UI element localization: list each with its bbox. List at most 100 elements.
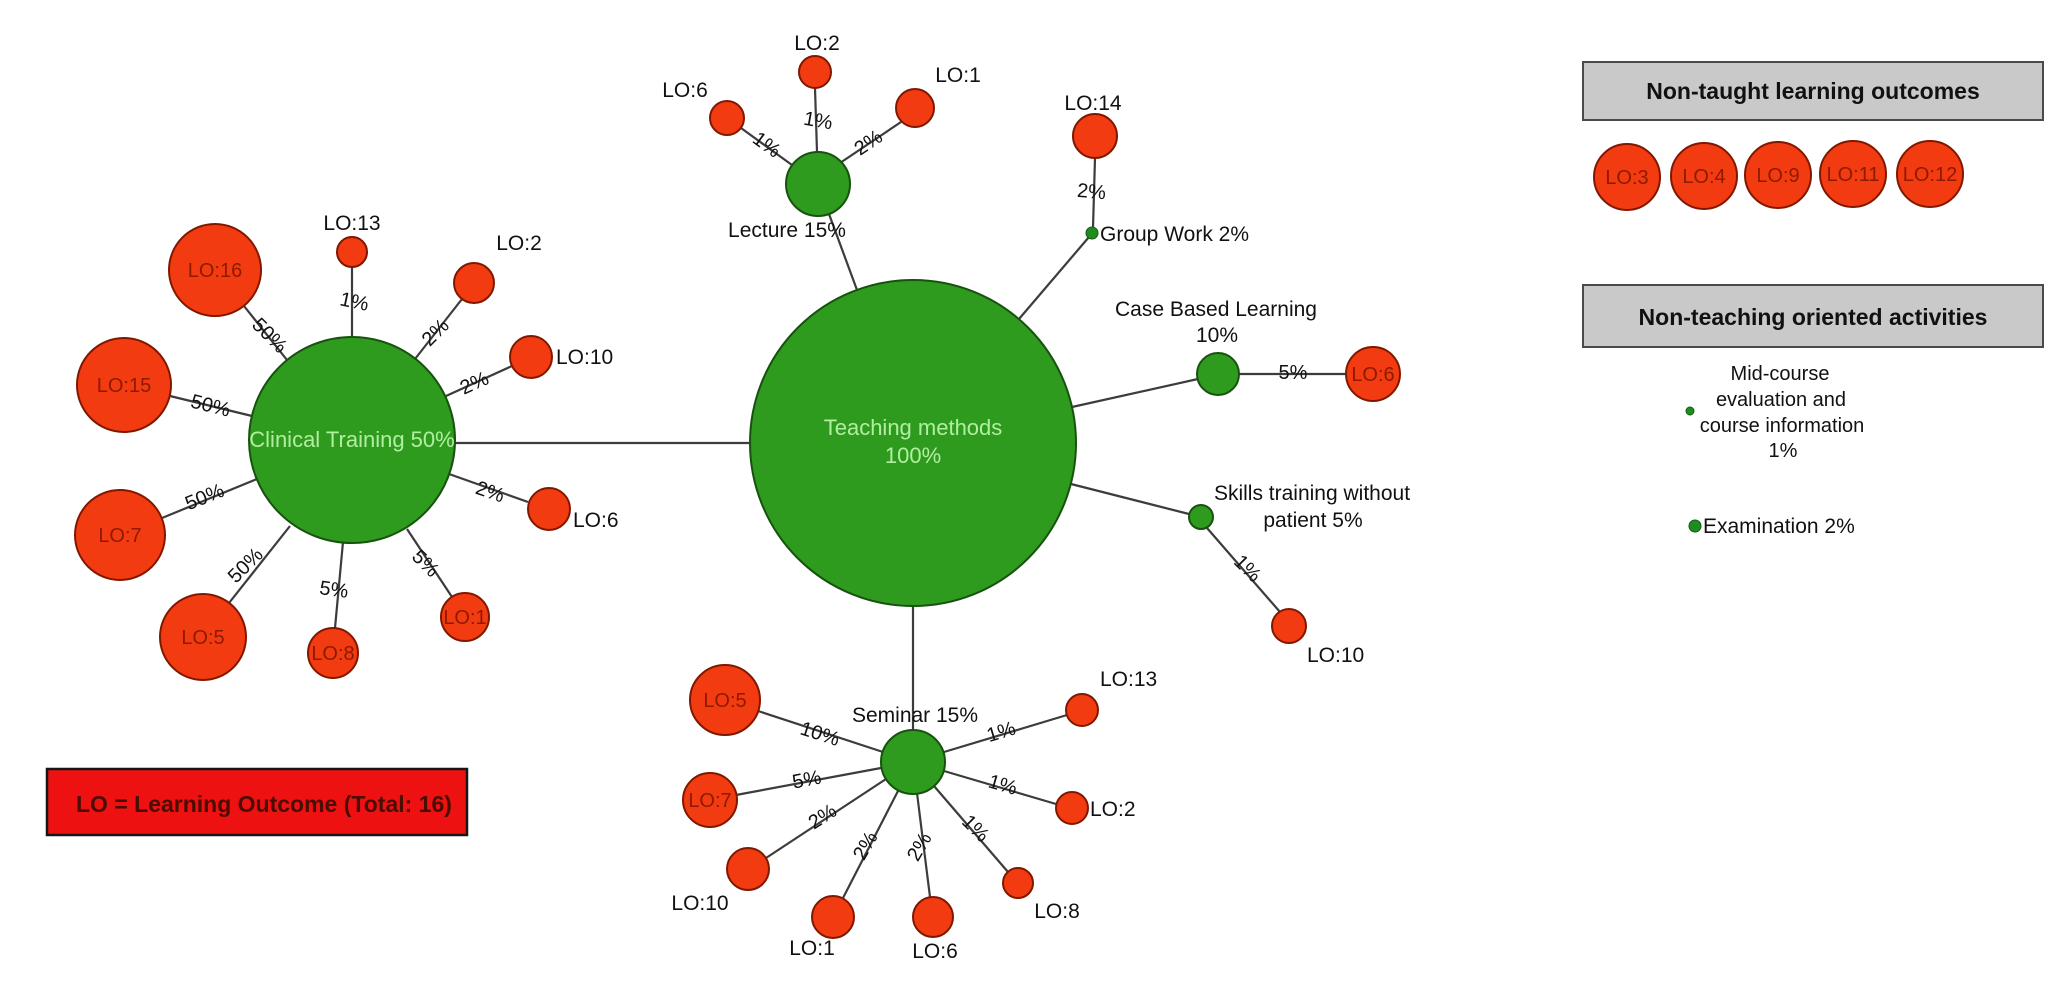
clinical-lo16-node bbox=[168, 223, 262, 317]
clinical-lo7-pct: 50% bbox=[182, 480, 228, 515]
clinical-lo7-label: LO:7 bbox=[98, 525, 141, 547]
clinical-training-cluster: Clinical Training 50% LO:16 50% LO:13 1%… bbox=[74, 212, 619, 681]
non-taught-lo12-label: LO:12 bbox=[1903, 164, 1957, 186]
seminar-lo1-pct: 2% bbox=[849, 828, 883, 864]
edge-teaching-lecture bbox=[827, 213, 859, 291]
seminar-lo6-node bbox=[912, 896, 954, 938]
edge-clinical-lo5 bbox=[228, 525, 291, 604]
non-taught-lo9-label: LO:9 bbox=[1756, 165, 1799, 187]
skills-node bbox=[1188, 504, 1214, 530]
seminar-lo13-node bbox=[1065, 693, 1099, 727]
edge-lecture-lo1 bbox=[839, 121, 902, 164]
teaching-methods-cluster: Teaching methods 100% bbox=[749, 279, 1077, 607]
cbl-node bbox=[1196, 352, 1240, 396]
seminar-lo7-label: LO:7 bbox=[688, 790, 731, 812]
edges bbox=[161, 87, 1346, 899]
clinical-lo2-pct: 2% bbox=[418, 315, 454, 351]
seminar-lo7-node bbox=[682, 772, 738, 828]
clinical-lo6-label: LO:6 bbox=[573, 509, 619, 532]
non-teaching-header-label: Non-teaching oriented activities bbox=[1639, 304, 1988, 330]
mid-course-label-line2: evaluation and bbox=[1716, 389, 1846, 411]
clinical-lo5-label: LO:5 bbox=[181, 627, 224, 649]
clinical-lo16-label: LO:16 bbox=[188, 260, 242, 282]
edge-clinical-lo15 bbox=[169, 394, 253, 418]
edge-seminar-lo10 bbox=[765, 778, 887, 859]
edge-clinical-lo7 bbox=[161, 477, 258, 520]
edge-lecture-lo6 bbox=[740, 127, 793, 166]
non-taught-lo4-node bbox=[1670, 142, 1738, 210]
non-taught-header-label: Non-taught learning outcomes bbox=[1646, 78, 1980, 104]
legend-label: LO = Learning Outcome (Total: 16) bbox=[76, 791, 452, 817]
cbl-lo6-label: LO:6 bbox=[1351, 364, 1394, 386]
lecture-lo2-label: LO:2 bbox=[794, 32, 840, 55]
non-taught-lo3-label: LO:3 bbox=[1605, 167, 1648, 189]
clinical-training-label: Clinical Training 50% bbox=[249, 427, 454, 452]
non-taught-header-box bbox=[1582, 61, 2044, 121]
legend-box bbox=[45, 767, 469, 837]
clinical-lo15-node bbox=[76, 337, 172, 433]
edge-seminar-lo1 bbox=[842, 790, 899, 899]
clinical-lo8-label: LO:8 bbox=[311, 643, 354, 665]
clinical-lo10-node bbox=[509, 335, 553, 379]
edge-skills-lo10 bbox=[1206, 527, 1281, 613]
edge-lecture-lo2 bbox=[813, 87, 819, 153]
group-work-lo14-pct: 2% bbox=[1076, 180, 1107, 204]
lecture-lo6-label: LO:6 bbox=[662, 79, 708, 102]
clinical-lo15-pct: 50% bbox=[188, 391, 232, 422]
clinical-lo5-pct: 50% bbox=[224, 544, 268, 588]
clinical-lo16-pct: 50% bbox=[247, 314, 291, 358]
lecture-label: Lecture 15% bbox=[728, 219, 846, 242]
seminar-lo2-label: LO:2 bbox=[1090, 798, 1136, 821]
teaching-methods-label-line1: Teaching methods bbox=[824, 415, 1003, 440]
seminar-lo5-node bbox=[689, 664, 761, 736]
group-work-node bbox=[1085, 226, 1099, 240]
edge-clinical-lo8 bbox=[333, 541, 345, 629]
skills-lo10-label: LO:10 bbox=[1307, 644, 1364, 667]
skills-training-cluster: Skills training without patient 5% LO:10… bbox=[1188, 482, 1410, 667]
seminar-lo8-node bbox=[1002, 867, 1034, 899]
edge-seminar-lo6 bbox=[915, 792, 932, 898]
mid-course-label-line4: 1% bbox=[1769, 440, 1798, 462]
edge-clinical-lo2 bbox=[414, 298, 463, 360]
lecture-lo2-node bbox=[798, 55, 832, 89]
seminar-lo10-label: LO:10 bbox=[671, 892, 728, 915]
group-work-label: Group Work 2% bbox=[1100, 223, 1249, 246]
non-taught-lo3-node bbox=[1593, 143, 1661, 211]
seminar-lo2-pct: 1% bbox=[986, 771, 1020, 800]
clinical-lo8-pct: 5% bbox=[318, 577, 350, 603]
clinical-lo13-label: LO:13 bbox=[323, 212, 380, 235]
edge-groupwork-lo14 bbox=[1091, 157, 1097, 229]
lecture-lo6-pct: 1% bbox=[748, 128, 784, 163]
non-taught-lo4-label: LO:4 bbox=[1682, 166, 1725, 188]
examination-node bbox=[1688, 519, 1702, 533]
lecture-node bbox=[785, 151, 851, 217]
edge-clinical-lo16 bbox=[243, 305, 288, 361]
clinical-lo13-node bbox=[336, 236, 368, 268]
examination-label: Examination 2% bbox=[1703, 515, 1855, 538]
skills-lo10-pct: 1% bbox=[1229, 551, 1265, 587]
lecture-lo1-pct: 2% bbox=[851, 126, 887, 161]
edge-seminar-lo13 bbox=[943, 713, 1068, 754]
seminar-node bbox=[880, 729, 946, 795]
teaching-methods-label-line2: 100% bbox=[885, 443, 941, 468]
clinical-lo7-node bbox=[74, 489, 166, 581]
group-work-lo14-node bbox=[1072, 113, 1118, 159]
seminar-lo13-label: LO:13 bbox=[1100, 668, 1157, 691]
seminar-lo5-pct: 10% bbox=[797, 718, 842, 751]
non-teaching-panel: Non-teaching oriented activities Mid-cou… bbox=[1582, 284, 2044, 538]
lecture-lo1-node bbox=[895, 88, 935, 128]
clinical-lo6-node bbox=[527, 487, 571, 531]
clinical-lo6-pct: 2% bbox=[473, 477, 508, 507]
clinical-lo13-pct: 1% bbox=[338, 288, 371, 316]
clinical-training-node bbox=[248, 336, 456, 544]
seminar-lo13-pct: 1% bbox=[984, 717, 1018, 747]
non-taught-lo11-label: LO:11 bbox=[1827, 164, 1880, 186]
clinical-lo8-node bbox=[307, 627, 359, 679]
seminar-lo1-node bbox=[811, 895, 855, 939]
skills-label-line1: Skills training without bbox=[1214, 482, 1410, 505]
clinical-lo10-label: LO:10 bbox=[556, 346, 613, 369]
edge-clinical-lo1 bbox=[406, 528, 453, 598]
seminar-label: Seminar 15% bbox=[852, 704, 978, 727]
non-taught-lo11-node bbox=[1819, 140, 1887, 208]
